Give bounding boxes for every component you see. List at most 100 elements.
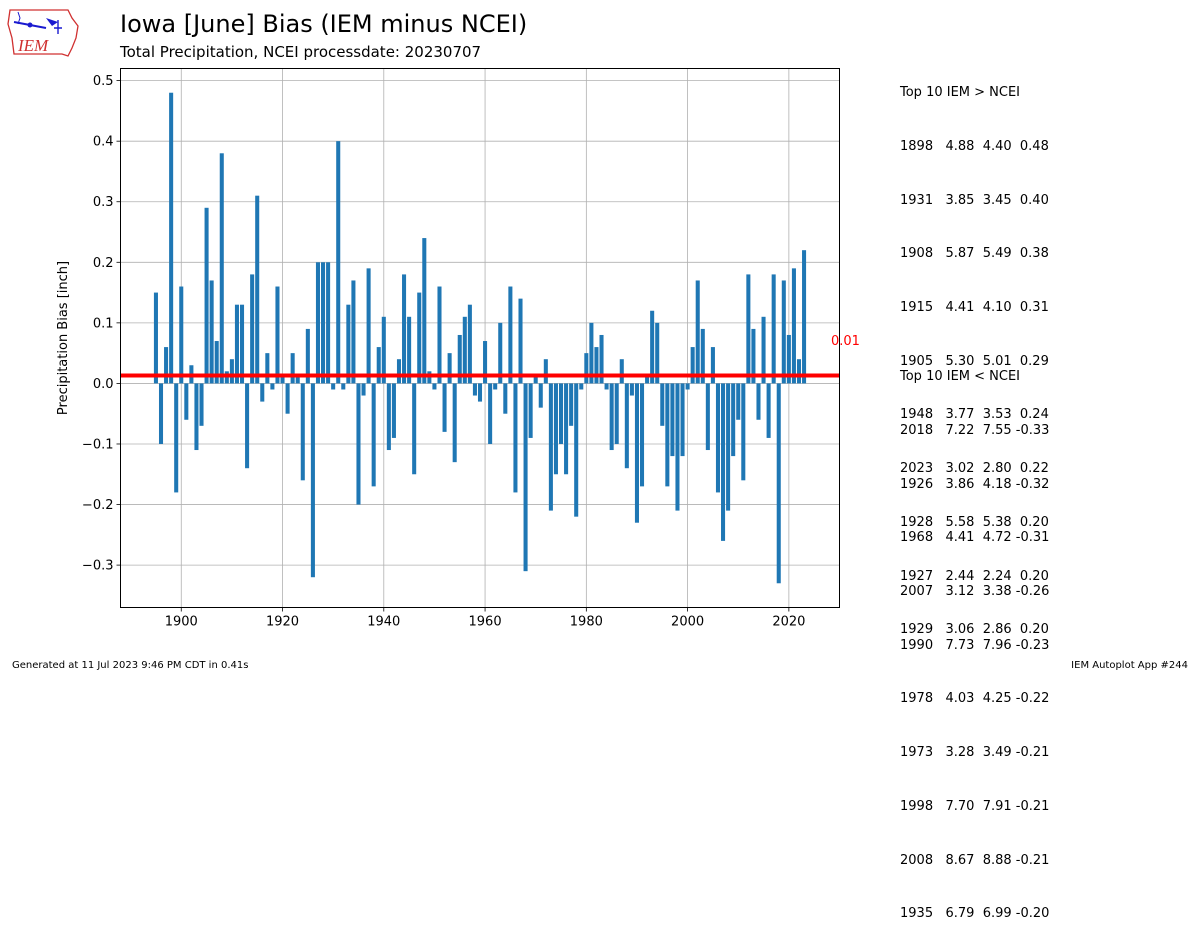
bar-1952 <box>442 383 447 432</box>
y-tick-label: 0.1 <box>93 316 114 331</box>
bar-1968 <box>523 383 528 572</box>
top-negative-title: Top 10 IEM < NCEI <box>900 369 1021 384</box>
bar-1964 <box>503 383 508 414</box>
bar-1931 <box>336 141 341 384</box>
bar-1986 <box>614 383 619 444</box>
bar-1997 <box>670 383 675 457</box>
bar-2009 <box>731 383 736 457</box>
bar-1977 <box>569 383 574 426</box>
bar-1899 <box>174 383 179 493</box>
table-row: 2018 7.22 7.55 -0.33 <box>900 423 1050 438</box>
bar-1936 <box>361 383 366 396</box>
bar-1943 <box>396 359 402 384</box>
bar-2014 <box>756 383 761 420</box>
bar-1995 <box>660 383 665 426</box>
bar-1934 <box>351 280 356 384</box>
x-tick-label: 1920 <box>266 615 299 630</box>
bar-1900 <box>179 286 184 384</box>
bar-1932 <box>341 383 346 390</box>
bar-1937 <box>366 268 371 384</box>
bar-2008 <box>726 383 731 511</box>
bar-1984 <box>604 383 609 390</box>
bar-2006 <box>715 383 721 493</box>
bar-1918 <box>270 383 275 390</box>
bar-2012 <box>746 274 751 384</box>
y-tick-label: 0.5 <box>93 74 114 89</box>
bar-1959 <box>477 383 483 402</box>
bar-1951 <box>437 286 442 384</box>
table-row: 1926 3.86 4.18 -0.32 <box>900 476 1050 492</box>
bar-1928 <box>321 262 326 384</box>
bar-1926 <box>310 383 315 578</box>
bar-2023 <box>802 250 807 384</box>
y-tick-label: 0.4 <box>93 135 114 150</box>
x-tick-label: 2000 <box>671 615 704 630</box>
app-footer: IEM Autoplot App #244 <box>1071 660 1188 671</box>
bias-bar-chart: 1900 1920 1940 1960 1980 2000 2020 −0.3 −0.2 −0.1… <box>56 68 860 630</box>
bar-1933 <box>346 304 351 384</box>
bar-1970 <box>533 377 538 384</box>
bar-1996 <box>665 383 670 487</box>
bar-1947 <box>417 292 422 384</box>
bar-2005 <box>710 347 715 384</box>
bar-1935 <box>356 383 361 505</box>
bar-2007 <box>721 383 726 541</box>
table-row: 1998 7.70 7.91 -0.21 <box>900 798 1050 814</box>
bar-1906 <box>209 280 214 384</box>
generated-footer: Generated at 11 Jul 2023 9:46 PM CDT in … <box>12 660 249 671</box>
bar-2019 <box>781 280 786 384</box>
chart-title: Iowa [June] Bias (IEM minus NCEI) <box>120 10 528 38</box>
bar-1978 <box>574 383 579 517</box>
bar-1948 <box>422 238 427 384</box>
x-tick-label: 1960 <box>469 615 502 630</box>
bar-1983 <box>599 334 604 384</box>
bar-1904 <box>199 383 204 426</box>
bar-1971 <box>538 383 543 408</box>
bar-2000 <box>685 383 690 390</box>
bar-1941 <box>386 383 391 451</box>
y-tick-label: −0.2 <box>82 498 114 513</box>
bar-1950 <box>432 383 437 390</box>
bar-1907 <box>214 341 219 384</box>
table-row: 1978 4.03 4.25 -0.22 <box>900 691 1050 707</box>
top-negative-table: Top 10 IEM < NCEI 2018 7.22 7.55 -0.33 1… <box>900 339 1049 945</box>
table-row: 1968 4.41 4.72 -0.31 <box>900 530 1050 546</box>
bar-1919 <box>275 286 280 384</box>
table-row: 2007 3.12 3.38 -0.26 <box>900 584 1050 600</box>
bar-1999 <box>680 383 685 457</box>
y-tick-label: 0.3 <box>93 195 114 210</box>
table-row: 1927 2.44 2.24 0.20 <box>900 568 1049 584</box>
bar-1920 <box>280 377 285 384</box>
bar-2018 <box>776 383 781 584</box>
bar-2016 <box>766 383 771 438</box>
bar-1956 <box>462 316 467 384</box>
table-row: 1990 7.73 7.96 -0.23 <box>900 637 1050 653</box>
bar-1910 <box>229 359 234 384</box>
bar-2003 <box>700 328 705 384</box>
bar-1992 <box>645 377 650 384</box>
bar-1896 <box>158 383 164 444</box>
bar-1957 <box>467 304 472 384</box>
bar-1965 <box>508 286 513 384</box>
table-row: 2023 3.02 2.80 0.22 <box>900 461 1049 477</box>
bar-1915 <box>255 195 260 384</box>
plot-frame <box>120 68 840 608</box>
y-tick-label: 0.2 <box>93 256 114 271</box>
bar-1975 <box>558 383 564 444</box>
bar-1924 <box>300 383 305 481</box>
bar-1929 <box>326 262 331 384</box>
table-row: 1931 3.85 3.45 0.40 <box>900 192 1049 208</box>
table-row: 1973 3.28 3.49 -0.21 <box>900 745 1050 761</box>
bar-2017 <box>771 274 776 384</box>
y-tick-label: 0.0 <box>93 377 114 392</box>
bar-1966 <box>513 383 518 493</box>
bar-1912 <box>239 304 245 384</box>
bar-1980 <box>584 353 589 384</box>
bar-1969 <box>528 383 533 438</box>
bar-1914 <box>250 274 255 384</box>
bar-2011 <box>741 383 746 481</box>
bar-1976 <box>564 383 569 475</box>
bar-1916 <box>260 383 265 402</box>
bar-1921 <box>285 383 290 414</box>
bar-2002 <box>695 280 700 384</box>
